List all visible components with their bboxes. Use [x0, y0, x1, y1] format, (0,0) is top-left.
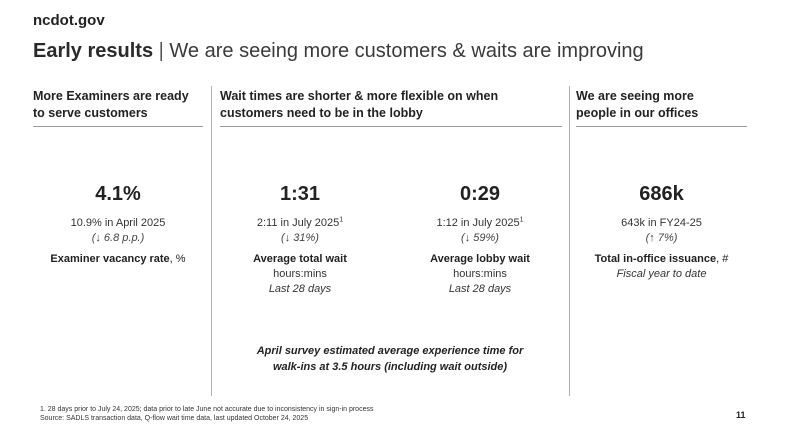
change-value: 7% [657, 232, 674, 244]
up-arrow-icon: ↑ [649, 232, 655, 244]
change-value: 31% [293, 232, 316, 244]
column-heading-examiners: More Examiners are ready to serve custom… [33, 88, 208, 122]
survey-line: walk-ins at 3.5 hours (including wait ou… [272, 361, 508, 373]
footnote-ref: 1 [339, 216, 344, 224]
column-heading-offices: We are seeing more people in our offices [576, 88, 751, 122]
down-arrow-icon: ↓ [284, 232, 291, 244]
slide-title: Early results | We are seeing more custo… [33, 40, 644, 63]
metric-change: (↓ 59%) [461, 232, 499, 244]
metric-change: (↓ 31%) [281, 232, 319, 244]
label-suffix: , % [169, 253, 186, 265]
change-value: 59% [473, 232, 496, 244]
label-bold: Examiner vacancy rate [50, 253, 170, 265]
metric-unit: hours:mins [453, 268, 507, 280]
comparison-text: 2:11 in July 2025 [256, 217, 340, 229]
metric-period: Last 28 days [268, 283, 332, 295]
metric-label: Average total wait [215, 252, 385, 267]
heading-line: customers need to be in the lobby [220, 106, 423, 120]
column-rule [576, 126, 747, 127]
metric-comparison: 1:12 in July 20251 [395, 216, 565, 231]
heading-line: to serve customers [33, 106, 148, 120]
metric-comparison: 2:11 in July 20251 [215, 216, 385, 231]
column-divider [569, 86, 570, 396]
column-heading-wait-times: Wait times are shorter & more flexible o… [220, 88, 565, 122]
down-arrow-icon: ↓ [464, 232, 471, 244]
metric-comparison: 10.9% in April 2025 [70, 217, 166, 229]
heading-line: We are seeing more [576, 89, 694, 103]
metric-vacancy: 4.1% 10.9% in April 2025 (↓ 6.8 p.p.) Ex… [33, 183, 203, 267]
label-bold: Average total wait [253, 253, 347, 265]
footnotes: 1. 28 days prior to July 24, 2025; data … [40, 405, 373, 423]
heading-line: people in our offices [576, 106, 699, 120]
metric-unit: hours:mins [273, 268, 327, 280]
heading-line: Wait times are shorter & more flexible o… [220, 89, 499, 103]
metric-value: 4.1% [95, 183, 141, 205]
down-arrow-icon: ↓ [95, 232, 101, 244]
survey-line: April survey estimated average experienc… [256, 345, 524, 357]
metric-issuance: 686k 643k in FY24-25 (↑ 7%) Total in-off… [576, 183, 747, 282]
metric-period: Fiscal year to date [616, 268, 707, 280]
metric-change: (↓ 6.8 p.p.) [91, 232, 145, 244]
title-rest: We are seeing more customers & waits are… [169, 40, 644, 62]
label-suffix: , # [716, 253, 729, 265]
metric-lobby-wait: 0:29 1:12 in July 20251 (↓ 59%) Average … [395, 183, 565, 297]
survey-note: April survey estimated average experienc… [225, 343, 555, 375]
metric-value: 1:31 [279, 183, 321, 205]
metric-value: 0:29 [459, 183, 501, 205]
title-bold: Early results [33, 40, 154, 62]
column-rule [220, 126, 562, 127]
metric-period: Last 28 days [448, 283, 512, 295]
change-value: 6.8 p.p. [103, 232, 141, 244]
metric-value: 686k [639, 183, 684, 205]
metric-total-wait: 1:31 2:11 in July 20251 (↓ 31%) Average … [215, 183, 385, 297]
footnote-1: 1. 28 days prior to July 24, 2025; data … [40, 406, 374, 413]
page-number: 11 [736, 410, 746, 420]
label-bold: Average lobby wait [430, 253, 530, 265]
label-bold: Total in-office issuance [594, 253, 717, 265]
metric-change: (↑ 7%) [645, 232, 678, 244]
metric-label: Examiner vacancy rate, % [33, 252, 203, 267]
brand-label: ncdot.gov [33, 12, 105, 29]
heading-line: More Examiners are ready [33, 89, 189, 103]
column-divider [211, 86, 212, 396]
metric-comparison: 643k in FY24-25 [621, 217, 702, 229]
footnote-ref: 1 [519, 216, 524, 224]
comparison-text: 1:12 in July 2025 [436, 217, 520, 229]
column-rule [33, 126, 203, 127]
metric-label: Total in-office issuance, # [576, 252, 747, 267]
title-separator: | [158, 40, 164, 62]
source-note: Source: SADLS transaction data, Q-flow w… [40, 415, 309, 422]
metric-label: Average lobby wait [395, 252, 565, 267]
